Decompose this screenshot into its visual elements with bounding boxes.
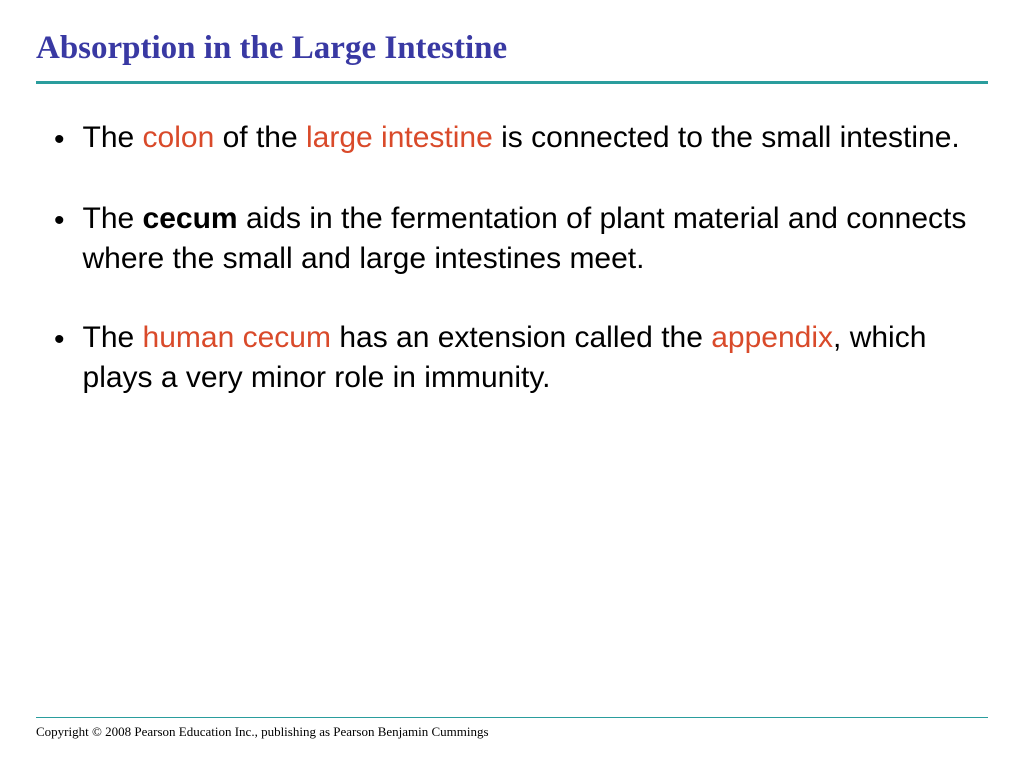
text-segment: appendix <box>711 321 833 354</box>
text-segment: cecum <box>143 202 238 235</box>
bullet-text: The colon of the large intestine is conn… <box>83 118 960 159</box>
footer: Copyright © 2008 Pearson Education Inc.,… <box>36 717 988 740</box>
text-segment: The <box>83 321 143 354</box>
slide-content: • The colon of the large intestine is co… <box>36 118 988 399</box>
top-divider <box>36 81 988 84</box>
bullet-marker: • <box>54 120 65 161</box>
bottom-divider <box>36 717 988 718</box>
copyright-text: Copyright © 2008 Pearson Education Inc.,… <box>36 724 988 740</box>
text-segment: of the <box>214 121 306 154</box>
text-segment: is connected to the small intestine. <box>493 121 960 154</box>
text-segment: has an extension called the <box>331 321 711 354</box>
text-segment: colon <box>143 121 215 154</box>
bullet-item: • The colon of the large intestine is co… <box>54 118 978 161</box>
bullet-item: • The cecum aids in the fermentation of … <box>54 199 978 280</box>
slide-title: Absorption in the Large Intestine <box>36 30 988 67</box>
bullet-item: • The human cecum has an extension calle… <box>54 318 978 399</box>
text-segment: The <box>83 121 143 154</box>
text-segment: human cecum <box>143 321 331 354</box>
text-segment: The <box>83 202 143 235</box>
bullet-text: The cecum aids in the fermentation of pl… <box>83 199 978 280</box>
bullet-marker: • <box>54 320 65 361</box>
bullet-marker: • <box>54 201 65 242</box>
text-segment: large intestine <box>306 121 493 154</box>
bullet-text: The human cecum has an extension called … <box>83 318 978 399</box>
